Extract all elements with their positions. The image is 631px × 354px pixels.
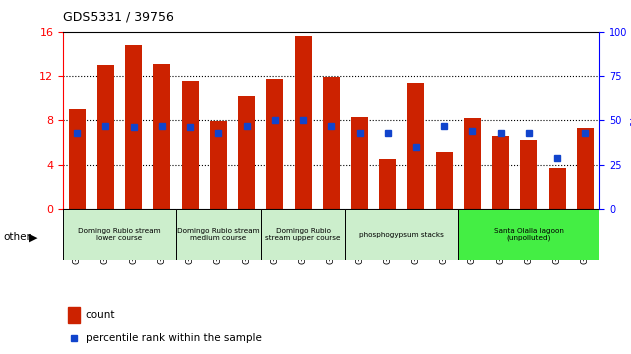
Bar xyxy=(548,168,565,209)
Bar xyxy=(68,307,80,323)
Bar xyxy=(521,140,538,209)
Bar xyxy=(379,159,396,209)
FancyBboxPatch shape xyxy=(63,209,176,260)
Bar xyxy=(577,128,594,209)
Bar xyxy=(210,121,227,209)
Bar xyxy=(492,136,509,209)
Text: Domingo Rubio stream
medium course: Domingo Rubio stream medium course xyxy=(177,228,260,241)
FancyBboxPatch shape xyxy=(176,209,261,260)
Bar xyxy=(97,65,114,209)
Bar xyxy=(125,45,142,209)
Bar xyxy=(295,36,312,209)
Bar xyxy=(182,81,199,209)
Bar xyxy=(408,83,425,209)
Text: Domingo Rubio stream
lower course: Domingo Rubio stream lower course xyxy=(78,228,161,241)
Text: ▶: ▶ xyxy=(29,232,37,242)
FancyBboxPatch shape xyxy=(458,209,599,260)
Text: Domingo Rubio
stream upper course: Domingo Rubio stream upper course xyxy=(265,228,341,241)
Bar xyxy=(266,79,283,209)
Bar xyxy=(436,153,452,209)
Text: percentile rank within the sample: percentile rank within the sample xyxy=(86,333,261,343)
Bar xyxy=(238,96,255,209)
Bar xyxy=(464,118,481,209)
Bar xyxy=(351,117,368,209)
Text: GDS5331 / 39756: GDS5331 / 39756 xyxy=(63,10,174,23)
Text: count: count xyxy=(86,310,115,320)
Bar xyxy=(153,64,170,209)
Text: other: other xyxy=(3,232,31,242)
FancyBboxPatch shape xyxy=(345,209,458,260)
Bar xyxy=(323,77,339,209)
Text: phosphogypsum stacks: phosphogypsum stacks xyxy=(360,232,444,238)
Text: Santa Olalla lagoon
(unpolluted): Santa Olalla lagoon (unpolluted) xyxy=(494,228,564,241)
Y-axis label: %: % xyxy=(630,115,631,126)
FancyBboxPatch shape xyxy=(261,209,345,260)
Bar xyxy=(69,109,86,209)
